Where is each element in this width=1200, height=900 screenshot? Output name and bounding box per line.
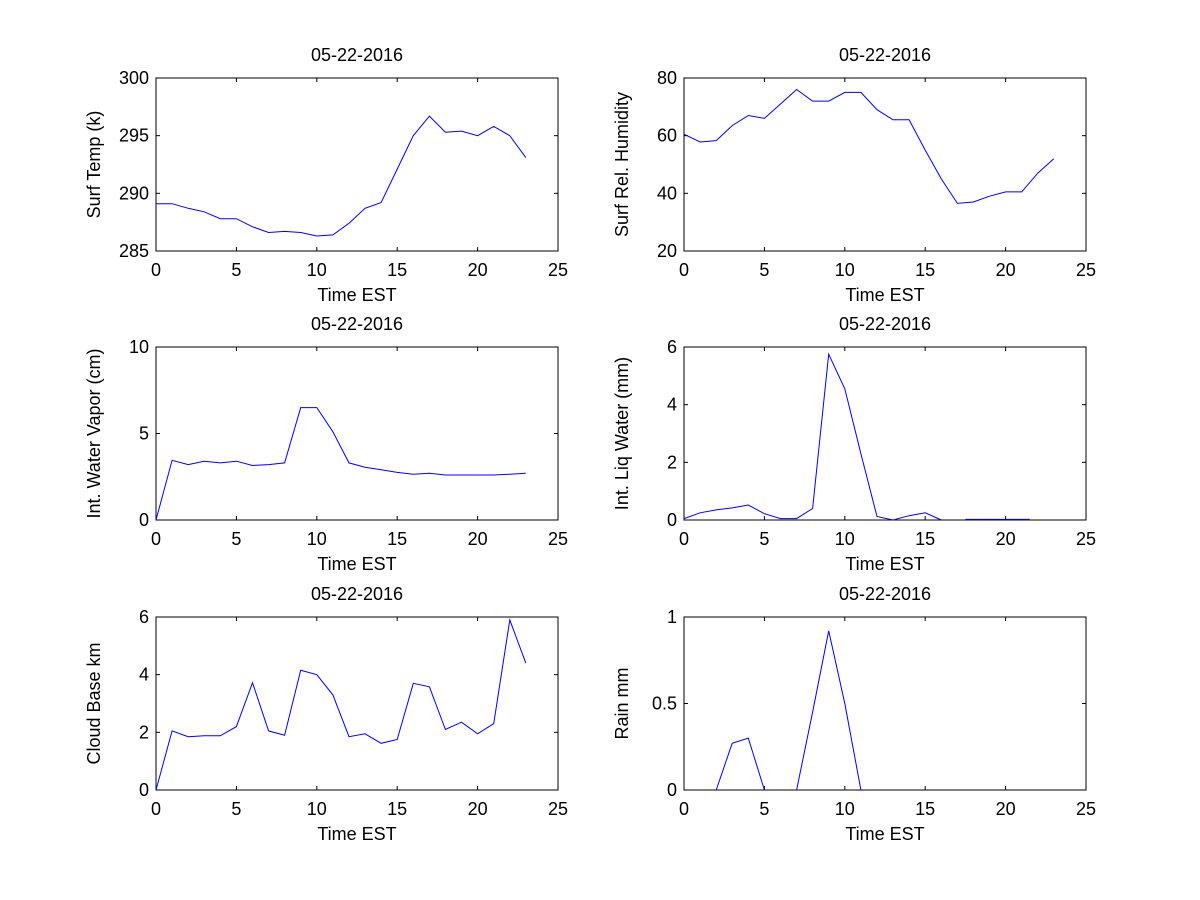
x-tick-label: 20 xyxy=(468,260,488,280)
series-line xyxy=(155,407,526,521)
axes-box xyxy=(155,77,559,252)
subplot-title: 05-22-2016 xyxy=(311,584,403,604)
subplot-2: 0 5 10 15 20 25 20 40 60 80 05-22-2016 Time EST Surf… xyxy=(612,45,1096,305)
y-tick-label: 80 xyxy=(657,68,677,88)
axes-box xyxy=(683,77,1087,252)
subplot-4: 0 5 10 15 20 25 0 2 4 6 05-22-2016 Time EST Int. Liq… xyxy=(612,314,1096,574)
y-tick-label: 0.5 xyxy=(652,694,677,714)
x-tick-label: 15 xyxy=(387,529,407,549)
subplot-5: 0 5 10 15 20 25 0 2 4 6 05-22-2016 Time EST Cloud Ba… xyxy=(84,584,568,844)
y-tick-label: 0 xyxy=(139,780,149,800)
y-axis-label: Cloud Base km xyxy=(84,642,104,764)
x-tick-label: 5 xyxy=(231,529,241,549)
x-tick-label: 20 xyxy=(468,799,488,819)
x-tick-label: 15 xyxy=(387,260,407,280)
axes-box xyxy=(683,346,1087,521)
subplot-1: 0 5 10 15 20 25 285 290 295 300 05-22-2016 Time EST… xyxy=(84,45,568,305)
y-tick-label: 20 xyxy=(657,241,677,261)
x-tick-label: 5 xyxy=(231,799,241,819)
y-tick-label: 290 xyxy=(119,183,149,203)
subplot-6: 0 5 10 15 20 25 0 0.5 1 05-22-2016 Time EST Rain mm xyxy=(612,584,1096,844)
x-tick-label: 10 xyxy=(307,799,327,819)
y-tick-label: 2 xyxy=(667,452,677,472)
x-tick-label: 0 xyxy=(151,529,161,549)
y-tick-label: 285 xyxy=(119,241,149,261)
subplot-title: 05-22-2016 xyxy=(839,45,931,65)
x-tick-label: 5 xyxy=(231,260,241,280)
x-tick-label: 25 xyxy=(1076,799,1096,819)
y-tick-label: 5 xyxy=(139,424,149,444)
y-axis-label: Int. Liq Water (mm) xyxy=(612,357,632,510)
x-axis-label: Time EST xyxy=(845,285,924,305)
y-axis-label: Rain mm xyxy=(612,667,632,739)
x-axis-label: Time EST xyxy=(845,824,924,844)
series-line xyxy=(796,630,862,791)
axes-box xyxy=(155,346,559,521)
x-tick-label: 20 xyxy=(468,529,488,549)
x-tick-label: 20 xyxy=(996,529,1016,549)
y-tick-label: 6 xyxy=(667,337,677,357)
y-tick-label: 40 xyxy=(657,183,677,203)
x-tick-label: 20 xyxy=(996,260,1016,280)
series-line xyxy=(155,617,527,791)
x-tick-label: 5 xyxy=(759,260,769,280)
x-tick-label: 5 xyxy=(759,529,769,549)
x-tick-label: 10 xyxy=(835,260,855,280)
y-tick-label: 10 xyxy=(129,337,149,357)
series-line xyxy=(683,352,942,521)
y-tick-label: 4 xyxy=(139,665,149,685)
y-tick-label: 0 xyxy=(139,510,149,530)
x-tick-label: 25 xyxy=(548,799,568,819)
y-tick-label: 0 xyxy=(667,510,677,530)
axes-box xyxy=(155,616,559,791)
subplot-3: 0 5 10 15 20 25 0 5 10 05-22-2016 Time EST Int. Wat… xyxy=(84,314,568,574)
subplot-title: 05-22-2016 xyxy=(839,584,931,604)
x-tick-label: 5 xyxy=(759,799,769,819)
x-tick-label: 25 xyxy=(548,260,568,280)
subplot-title: 05-22-2016 xyxy=(311,45,403,65)
y-tick-label: 6 xyxy=(139,607,149,627)
subplot-title: 05-22-2016 xyxy=(839,314,931,334)
x-tick-label: 20 xyxy=(996,799,1016,819)
series-line xyxy=(715,737,765,791)
subplot-title: 05-22-2016 xyxy=(311,314,403,334)
x-tick-label: 0 xyxy=(679,260,689,280)
x-tick-label: 10 xyxy=(307,260,327,280)
y-tick-label: 60 xyxy=(657,126,677,146)
x-axis-label: Time EST xyxy=(317,285,396,305)
series-line xyxy=(683,88,1055,204)
x-tick-label: 0 xyxy=(679,529,689,549)
x-tick-label: 10 xyxy=(835,799,855,819)
y-axis-label: Int. Water Vapor (cm) xyxy=(84,348,104,518)
x-tick-label: 10 xyxy=(307,529,327,549)
x-tick-label: 15 xyxy=(915,529,935,549)
x-axis-label: Time EST xyxy=(317,824,396,844)
y-tick-label: 4 xyxy=(667,395,677,415)
x-tick-label: 25 xyxy=(1076,260,1096,280)
x-tick-label: 0 xyxy=(679,799,689,819)
y-tick-label: 300 xyxy=(119,68,149,88)
x-tick-label: 25 xyxy=(548,529,568,549)
x-tick-label: 10 xyxy=(835,529,855,549)
y-tick-label: 1 xyxy=(667,607,677,627)
x-tick-label: 15 xyxy=(387,799,407,819)
y-tick-label: 0 xyxy=(667,780,677,800)
x-tick-label: 15 xyxy=(915,260,935,280)
series-line xyxy=(156,115,527,237)
x-axis-label: Time EST xyxy=(317,554,396,574)
x-axis-label: Time EST xyxy=(845,554,924,574)
x-tick-label: 0 xyxy=(151,799,161,819)
y-tick-label: 295 xyxy=(119,126,149,146)
y-tick-label: 2 xyxy=(139,722,149,742)
x-tick-label: 0 xyxy=(151,260,161,280)
axes-box xyxy=(683,616,1087,791)
y-axis-label: Surf Temp (k) xyxy=(84,111,104,219)
x-tick-label: 25 xyxy=(1076,529,1096,549)
x-tick-label: 15 xyxy=(915,799,935,819)
y-axis-label: Surf Rel. Humidity xyxy=(612,92,632,237)
